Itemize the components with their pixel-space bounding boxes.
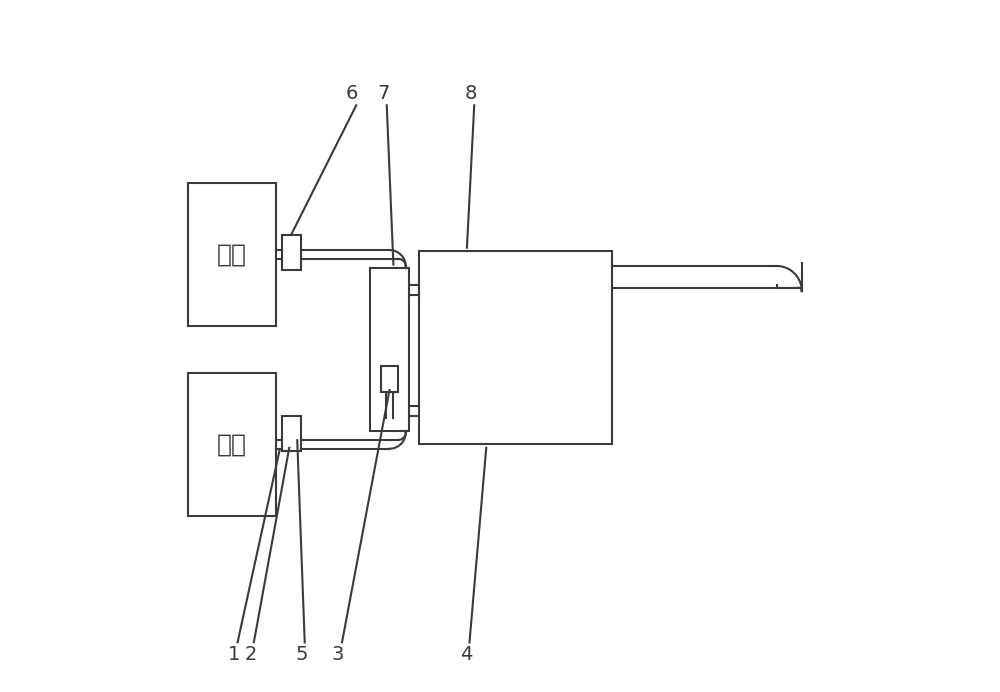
- Bar: [370, 268, 409, 430]
- Text: 6: 6: [346, 84, 358, 103]
- Bar: [188, 373, 276, 516]
- Bar: [188, 183, 276, 326]
- Bar: [282, 416, 301, 451]
- Text: 8: 8: [465, 84, 477, 103]
- Text: 7: 7: [377, 84, 390, 103]
- Text: 柴油: 柴油: [217, 432, 247, 456]
- Bar: [381, 366, 398, 392]
- Text: 2: 2: [244, 645, 257, 664]
- Text: 空气: 空气: [217, 242, 247, 266]
- Text: 3: 3: [332, 645, 344, 664]
- Bar: [282, 235, 301, 270]
- Text: 1: 1: [228, 645, 240, 664]
- Text: 5: 5: [295, 645, 308, 664]
- Text: 4: 4: [460, 645, 472, 664]
- Bar: [419, 251, 612, 444]
